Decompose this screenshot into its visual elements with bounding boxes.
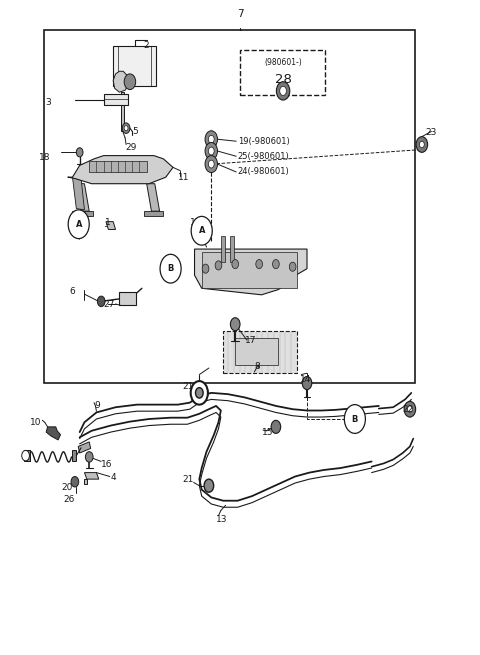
Circle shape xyxy=(191,381,208,405)
Circle shape xyxy=(420,141,424,148)
Text: 16: 16 xyxy=(101,460,113,469)
Circle shape xyxy=(208,136,214,143)
Circle shape xyxy=(208,147,214,155)
Text: 8: 8 xyxy=(254,362,260,371)
Circle shape xyxy=(195,388,203,398)
Circle shape xyxy=(416,137,428,153)
Polygon shape xyxy=(72,211,93,216)
Circle shape xyxy=(280,86,287,96)
Bar xyxy=(221,236,225,262)
Text: 11: 11 xyxy=(178,173,189,181)
Circle shape xyxy=(22,451,29,461)
Text: 19(-980601): 19(-980601) xyxy=(238,137,289,145)
Bar xyxy=(120,292,136,305)
Polygon shape xyxy=(113,71,129,92)
Text: 1: 1 xyxy=(105,218,111,227)
Bar xyxy=(235,338,278,365)
Circle shape xyxy=(124,74,136,90)
Text: A: A xyxy=(75,219,82,229)
Bar xyxy=(89,162,147,172)
Bar xyxy=(104,94,128,105)
Circle shape xyxy=(68,210,89,238)
Text: 14: 14 xyxy=(300,375,311,384)
Bar xyxy=(113,47,156,86)
Text: 13: 13 xyxy=(216,515,228,523)
Text: 18: 18 xyxy=(39,153,51,162)
Text: 10: 10 xyxy=(30,418,41,427)
Polygon shape xyxy=(24,451,30,461)
Circle shape xyxy=(124,126,128,131)
Circle shape xyxy=(276,82,290,100)
Bar xyxy=(72,451,76,461)
Text: 12: 12 xyxy=(190,218,201,227)
Circle shape xyxy=(122,123,130,134)
Bar xyxy=(202,252,298,288)
Bar xyxy=(223,331,298,373)
Circle shape xyxy=(76,148,83,157)
Text: 25(-980601): 25(-980601) xyxy=(238,152,289,160)
Polygon shape xyxy=(147,183,159,211)
Text: 15: 15 xyxy=(262,428,273,437)
Polygon shape xyxy=(46,427,60,440)
Text: 27: 27 xyxy=(104,300,115,309)
Text: 21: 21 xyxy=(182,475,194,483)
Text: 9: 9 xyxy=(94,402,100,411)
Text: 3: 3 xyxy=(45,98,51,107)
Circle shape xyxy=(205,143,217,160)
Circle shape xyxy=(289,262,296,271)
Polygon shape xyxy=(76,183,89,211)
Circle shape xyxy=(97,296,105,307)
Circle shape xyxy=(71,477,79,487)
Circle shape xyxy=(271,421,281,434)
Circle shape xyxy=(191,216,212,245)
Circle shape xyxy=(302,377,312,390)
Text: B: B xyxy=(168,264,174,273)
Text: 2: 2 xyxy=(144,41,149,50)
Circle shape xyxy=(160,254,181,283)
Circle shape xyxy=(215,261,222,270)
Polygon shape xyxy=(121,92,124,132)
Circle shape xyxy=(232,259,239,269)
Circle shape xyxy=(85,452,93,462)
Circle shape xyxy=(408,406,412,413)
Text: 7: 7 xyxy=(237,9,243,19)
Text: 20: 20 xyxy=(61,483,72,492)
Circle shape xyxy=(344,405,365,434)
Text: A: A xyxy=(198,226,205,235)
Text: 6: 6 xyxy=(69,287,75,296)
Text: 28: 28 xyxy=(275,73,291,86)
Circle shape xyxy=(273,259,279,269)
Polygon shape xyxy=(106,221,116,229)
Circle shape xyxy=(205,131,217,148)
Circle shape xyxy=(204,479,214,492)
Polygon shape xyxy=(68,156,173,183)
Text: 26: 26 xyxy=(63,495,75,504)
Circle shape xyxy=(202,264,209,273)
Polygon shape xyxy=(72,177,84,210)
Text: 21: 21 xyxy=(182,382,194,391)
Text: 23: 23 xyxy=(426,128,437,137)
Text: (980601-): (980601-) xyxy=(264,58,302,67)
Polygon shape xyxy=(194,249,307,295)
Circle shape xyxy=(205,156,217,173)
Text: 5: 5 xyxy=(132,127,138,136)
Text: 24(-980601): 24(-980601) xyxy=(238,168,289,176)
Text: 17: 17 xyxy=(245,336,256,345)
Text: 4: 4 xyxy=(111,474,116,482)
Polygon shape xyxy=(78,442,91,453)
Polygon shape xyxy=(84,473,99,479)
Bar xyxy=(230,236,234,262)
Polygon shape xyxy=(84,479,87,484)
Circle shape xyxy=(230,318,240,331)
Text: 29: 29 xyxy=(125,143,136,152)
Bar xyxy=(240,50,325,96)
Bar xyxy=(44,30,415,383)
Circle shape xyxy=(256,259,263,269)
Polygon shape xyxy=(144,211,163,216)
Bar xyxy=(25,451,30,461)
Text: 22: 22 xyxy=(403,405,414,414)
Text: B: B xyxy=(352,415,358,424)
Circle shape xyxy=(404,402,416,417)
Circle shape xyxy=(208,160,214,168)
